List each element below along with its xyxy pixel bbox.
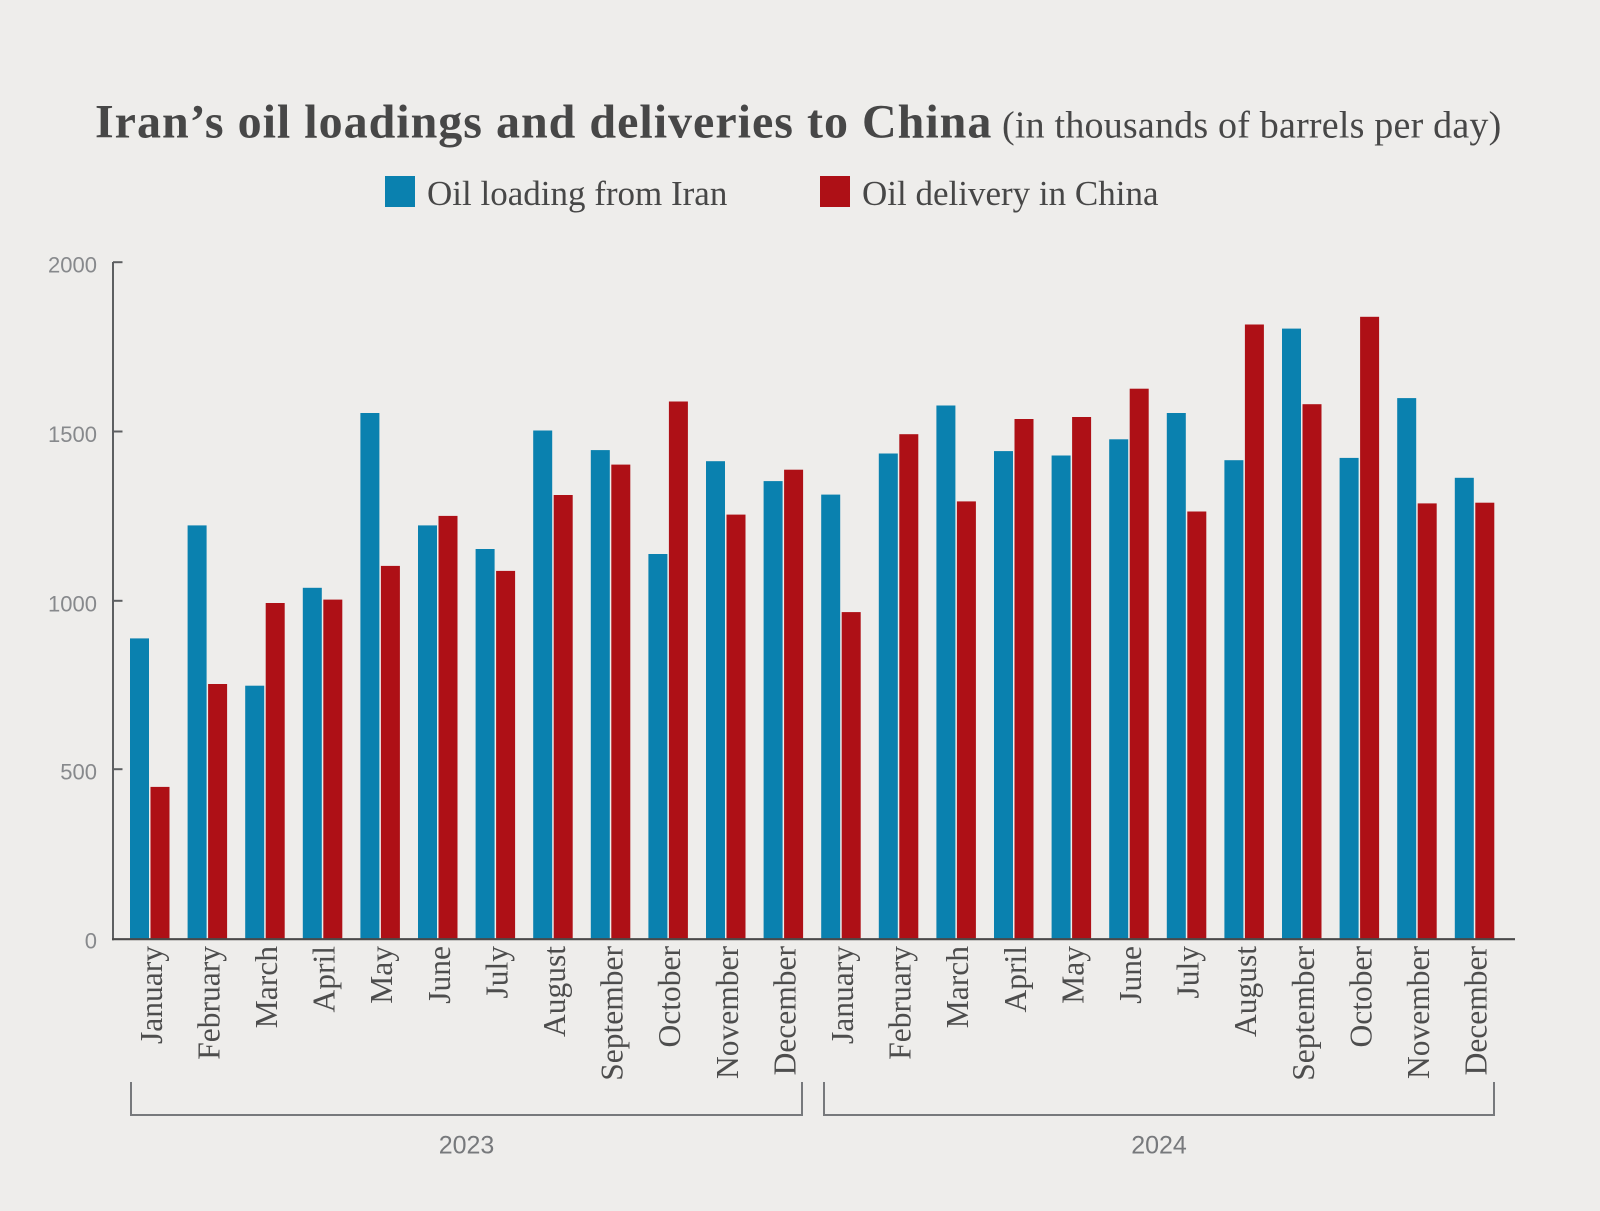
svg-text:November: November <box>1401 945 1436 1078</box>
svg-text:0: 0 <box>85 929 97 954</box>
svg-text:March: March <box>940 946 975 1028</box>
svg-text:2024: 2024 <box>1131 1132 1187 1160</box>
svg-text:February: February <box>883 946 918 1060</box>
svg-text:August: August <box>537 946 572 1037</box>
svg-text:January: January <box>134 946 169 1044</box>
svg-text:April: April <box>998 946 1033 1013</box>
svg-text:May: May <box>364 946 399 1004</box>
svg-text:June: June <box>1113 946 1148 1004</box>
svg-text:June: June <box>422 946 457 1004</box>
svg-text:500: 500 <box>60 760 97 785</box>
svg-text:2023: 2023 <box>439 1132 495 1160</box>
svg-text:May: May <box>1055 946 1090 1004</box>
svg-text:July: July <box>479 946 514 999</box>
svg-text:January: January <box>825 946 860 1044</box>
svg-text:October: October <box>652 945 687 1047</box>
svg-text:1500: 1500 <box>48 422 97 447</box>
svg-text:August: August <box>1228 946 1263 1037</box>
svg-text:April: April <box>307 946 342 1013</box>
svg-text:1000: 1000 <box>48 591 97 616</box>
svg-text:December: December <box>1459 945 1494 1075</box>
svg-text:Iran’s oil loadings and delive: Iran’s oil loadings and deliveries to Ch… <box>95 96 1501 149</box>
svg-text:Oil delivery in China: Oil delivery in China <box>862 174 1159 213</box>
svg-text:September: September <box>1286 946 1321 1081</box>
svg-text:July: July <box>1171 946 1206 999</box>
svg-text:October: October <box>1343 945 1378 1047</box>
svg-text:March: March <box>249 946 284 1028</box>
svg-text:February: February <box>191 946 226 1060</box>
svg-text:2000: 2000 <box>48 253 97 278</box>
svg-text:November: November <box>710 945 745 1078</box>
svg-text:Oil loading from Iran: Oil loading from Iran <box>427 174 727 213</box>
svg-text:December: December <box>767 945 802 1075</box>
svg-text:September: September <box>595 946 630 1081</box>
